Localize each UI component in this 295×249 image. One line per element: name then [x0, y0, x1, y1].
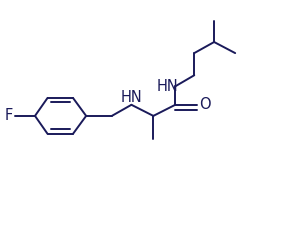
Text: HN: HN — [157, 79, 179, 94]
Text: O: O — [199, 97, 211, 112]
Text: HN: HN — [121, 90, 142, 105]
Text: F: F — [5, 108, 13, 124]
